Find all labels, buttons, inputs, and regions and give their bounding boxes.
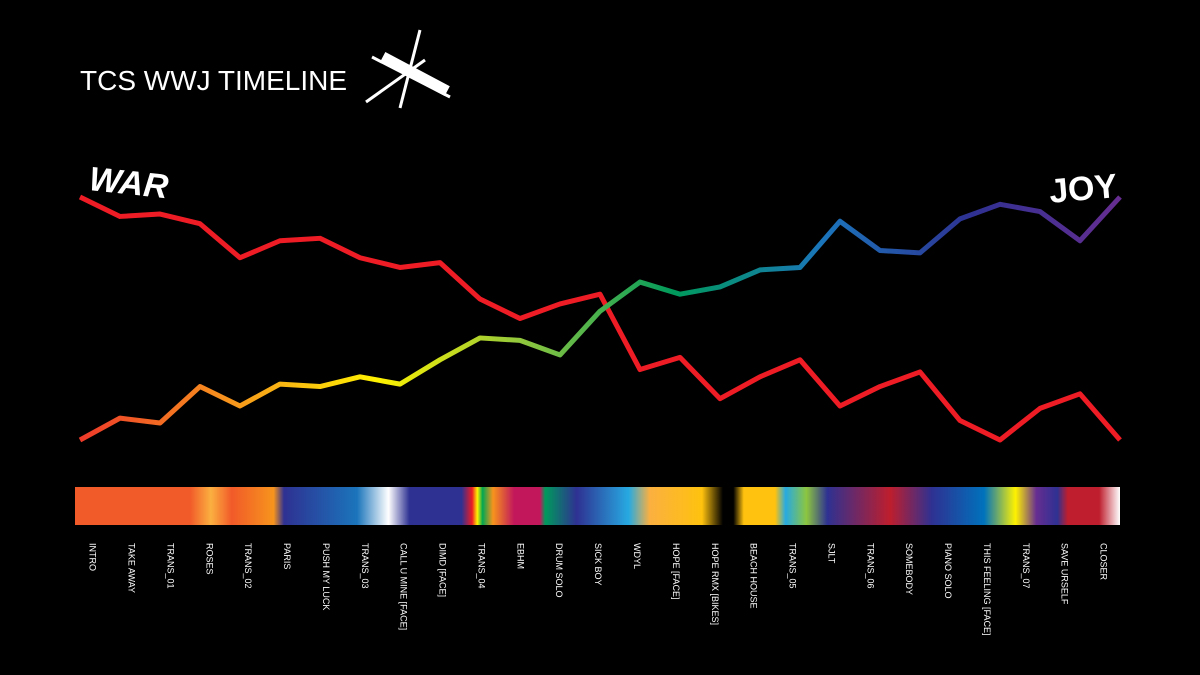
series-label: WAR [87,160,170,206]
x-tick-label: TRANS_06 [865,543,875,589]
x-tick-label: TRANS_07 [1021,543,1031,589]
x-tick-label: WDYL [632,543,642,569]
line [78,195,1122,443]
x-tick-label: PARIS [282,543,292,569]
x-tick-label: ROSES [204,543,214,575]
series-label: JOY [1048,167,1119,211]
x-tick-label: TRANS_03 [360,543,370,589]
x-tick-label: DRUM SOLO [554,543,564,598]
x-tick-label: DIMD [FACE] [438,543,448,597]
x-tick-label: SICK BOY [593,543,603,586]
chart-title: TCS WWJ TIMELINE [80,65,347,96]
x-tick-label: BEACH HOUSE [749,543,759,609]
x-tick-label: PIANO SOLO [943,543,953,599]
x-tick-label: INTRO [88,543,98,571]
x-tick-label: TRANS_05 [788,543,798,589]
x-tick-label: CALL U MINE [FACE] [399,543,409,630]
x-tick-label: TRANS_04 [476,543,486,589]
x-tick-label: SAVE URSELF [1060,543,1070,605]
x-tick-label: EBHM [515,543,525,569]
x-tick-label: PUSH MY LUCK [321,543,331,610]
x-tick-label: TRANS_02 [243,543,253,589]
x-tick-label: SJLT [826,543,836,564]
x-tick-label: SOMEBODY [904,543,914,595]
color-strip [75,487,1120,525]
x-tick-label: CLOSER [1099,543,1109,581]
x-tick-label: THIS FEELING [FACE] [982,543,992,636]
x-tick-label: HOPE [FACE] [671,543,681,600]
x-tick-label: HOPE RMX [BIKES] [710,543,720,625]
line [78,194,1122,443]
x-tick-label: TRANS_01 [165,543,175,589]
logo [365,29,451,109]
x-tick-label: TAKE AWAY [127,543,137,593]
